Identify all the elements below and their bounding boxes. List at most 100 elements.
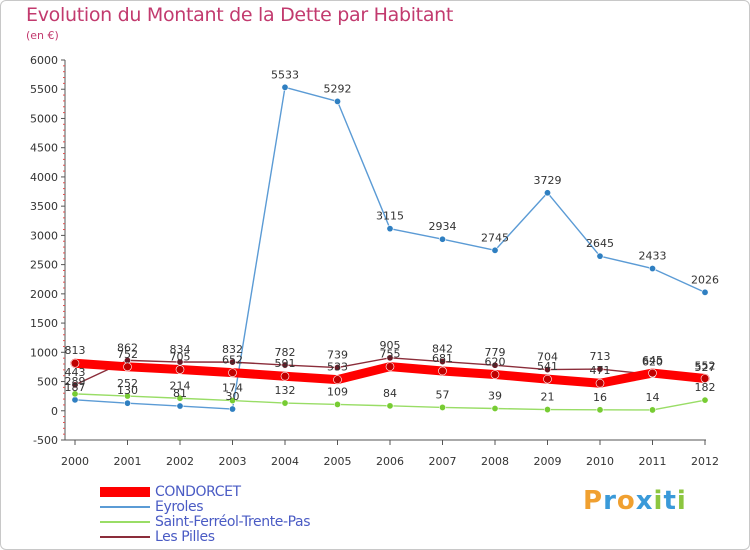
data-label-les-pilles: 443 bbox=[65, 366, 86, 379]
data-label-eyroles: 3729 bbox=[534, 174, 562, 187]
data-label-condorcet: 533 bbox=[327, 361, 348, 374]
x-tick-label: 2007 bbox=[429, 455, 457, 468]
data-label-eyroles: 30 bbox=[226, 390, 240, 403]
data-point-les-pilles bbox=[543, 366, 551, 374]
data-label-les-pilles: 527 bbox=[695, 361, 716, 374]
data-label-condorcet: 591 bbox=[275, 357, 296, 370]
y-tick-label: 6000 bbox=[30, 54, 58, 67]
data-point-saint-ferreol bbox=[543, 406, 551, 414]
data-point-condorcet bbox=[175, 365, 185, 374]
data-label-saint-ferreol: 182 bbox=[695, 381, 716, 394]
data-label-eyroles: 81 bbox=[173, 387, 187, 400]
data-point-condorcet bbox=[280, 371, 290, 381]
y-tick-label: 2000 bbox=[30, 288, 58, 301]
data-label-saint-ferreol: 252 bbox=[117, 377, 138, 390]
data-label-condorcet: 620 bbox=[485, 356, 506, 369]
x-tick-label: 2001 bbox=[114, 455, 142, 468]
data-label-les-pilles: 862 bbox=[117, 341, 138, 354]
x-tick-label: 2012 bbox=[691, 455, 719, 468]
y-tick-label: 1000 bbox=[30, 346, 58, 359]
data-label-eyroles: 3115 bbox=[376, 210, 404, 223]
data-point-saint-ferreol bbox=[281, 399, 289, 407]
data-point-les-pilles bbox=[333, 364, 341, 372]
y-tick-label: 4000 bbox=[30, 171, 58, 184]
data-point-saint-ferreol bbox=[438, 403, 446, 411]
data-label-saint-ferreol: 214 bbox=[170, 379, 191, 392]
data-point-saint-ferreol bbox=[701, 396, 709, 404]
data-point-eyroles bbox=[281, 83, 289, 91]
data-label-condorcet: 813 bbox=[65, 344, 86, 357]
data-point-condorcet bbox=[595, 378, 605, 388]
data-point-eyroles bbox=[71, 396, 79, 404]
data-point-les-pilles bbox=[386, 354, 394, 362]
legend-label-les-pilles: Les Pilles bbox=[155, 529, 215, 545]
data-point-eyroles bbox=[491, 246, 499, 254]
legend-swatch-saint-ferreol bbox=[100, 521, 150, 523]
logo-letter: i bbox=[676, 486, 687, 516]
data-label-condorcet: 552 bbox=[695, 359, 716, 372]
data-point-saint-ferreol bbox=[333, 400, 341, 408]
data-point-les-pilles bbox=[491, 361, 499, 369]
y-tick-label: 5000 bbox=[30, 112, 58, 125]
data-label-eyroles: 2645 bbox=[586, 237, 614, 250]
data-label-les-pilles: 779 bbox=[485, 346, 506, 359]
logo-letter: r bbox=[603, 486, 617, 516]
data-point-condorcet bbox=[333, 375, 342, 384]
data-label-saint-ferreol: 57 bbox=[436, 388, 450, 401]
proxiti-logo: Proxiti bbox=[583, 486, 687, 516]
data-label-eyroles: 2026 bbox=[691, 273, 719, 286]
data-point-saint-ferreol bbox=[124, 392, 132, 400]
x-tick-label: 2005 bbox=[324, 455, 352, 468]
data-point-les-pilles bbox=[176, 358, 184, 366]
data-point-eyroles bbox=[333, 97, 341, 105]
data-point-saint-ferreol bbox=[648, 406, 656, 414]
data-label-les-pilles: 620 bbox=[642, 356, 663, 369]
data-label-les-pilles: 782 bbox=[275, 346, 296, 359]
data-label-eyroles: 2433 bbox=[639, 250, 667, 263]
data-label-saint-ferreol: 16 bbox=[593, 391, 607, 404]
data-label-eyroles: 187 bbox=[65, 381, 86, 394]
data-point-eyroles bbox=[648, 265, 656, 273]
y-tick-label: 2500 bbox=[30, 259, 58, 272]
data-label-condorcet: 541 bbox=[537, 360, 558, 373]
logo-letter: x bbox=[635, 486, 654, 516]
y-tick-label: -500 bbox=[33, 434, 58, 447]
data-label-les-pilles: 842 bbox=[432, 343, 453, 356]
data-label-eyroles: 2745 bbox=[481, 231, 509, 244]
data-label-les-pilles: 713 bbox=[590, 350, 611, 363]
data-label-condorcet: 752 bbox=[117, 348, 138, 361]
data-point-les-pilles bbox=[438, 358, 446, 366]
data-label-eyroles: 130 bbox=[117, 384, 138, 397]
x-tick-label: 2011 bbox=[639, 455, 667, 468]
y-tick-label: 3000 bbox=[30, 229, 58, 242]
data-label-saint-ferreol: 39 bbox=[488, 389, 502, 402]
data-point-saint-ferreol bbox=[71, 390, 79, 398]
legend-label-condorcet: CONDORCET bbox=[155, 484, 241, 500]
data-label-condorcet: 645 bbox=[642, 354, 663, 367]
data-point-les-pilles bbox=[229, 358, 237, 366]
legend-swatch-eyroles bbox=[100, 506, 150, 508]
logo-letter: t bbox=[663, 486, 677, 516]
data-point-condorcet bbox=[490, 370, 500, 379]
data-label-saint-ferreol: 21 bbox=[541, 391, 555, 404]
data-label-condorcet: 652 bbox=[222, 354, 243, 367]
legend-label-saint-ferreol: Saint-Ferréol-Trente-Pas bbox=[155, 514, 311, 530]
chart-subtitle: (en €) bbox=[26, 29, 59, 42]
data-point-condorcet bbox=[123, 362, 132, 372]
x-tick-label: 2006 bbox=[376, 455, 404, 468]
data-point-condorcet bbox=[700, 374, 710, 383]
data-label-condorcet: 755 bbox=[380, 348, 401, 361]
data-point-condorcet bbox=[70, 358, 80, 368]
y-tick-label: 5500 bbox=[30, 83, 58, 96]
data-label-saint-ferreol: 289 bbox=[65, 375, 86, 388]
data-point-saint-ferreol bbox=[596, 406, 604, 414]
x-tick-label: 2009 bbox=[534, 455, 562, 468]
data-label-condorcet: 471 bbox=[590, 364, 611, 377]
data-point-eyroles bbox=[596, 252, 604, 260]
data-label-saint-ferreol: 84 bbox=[383, 387, 397, 400]
x-tick-label: 2010 bbox=[586, 455, 614, 468]
data-point-eyroles bbox=[438, 235, 446, 243]
x-tick-label: 2002 bbox=[166, 455, 194, 468]
